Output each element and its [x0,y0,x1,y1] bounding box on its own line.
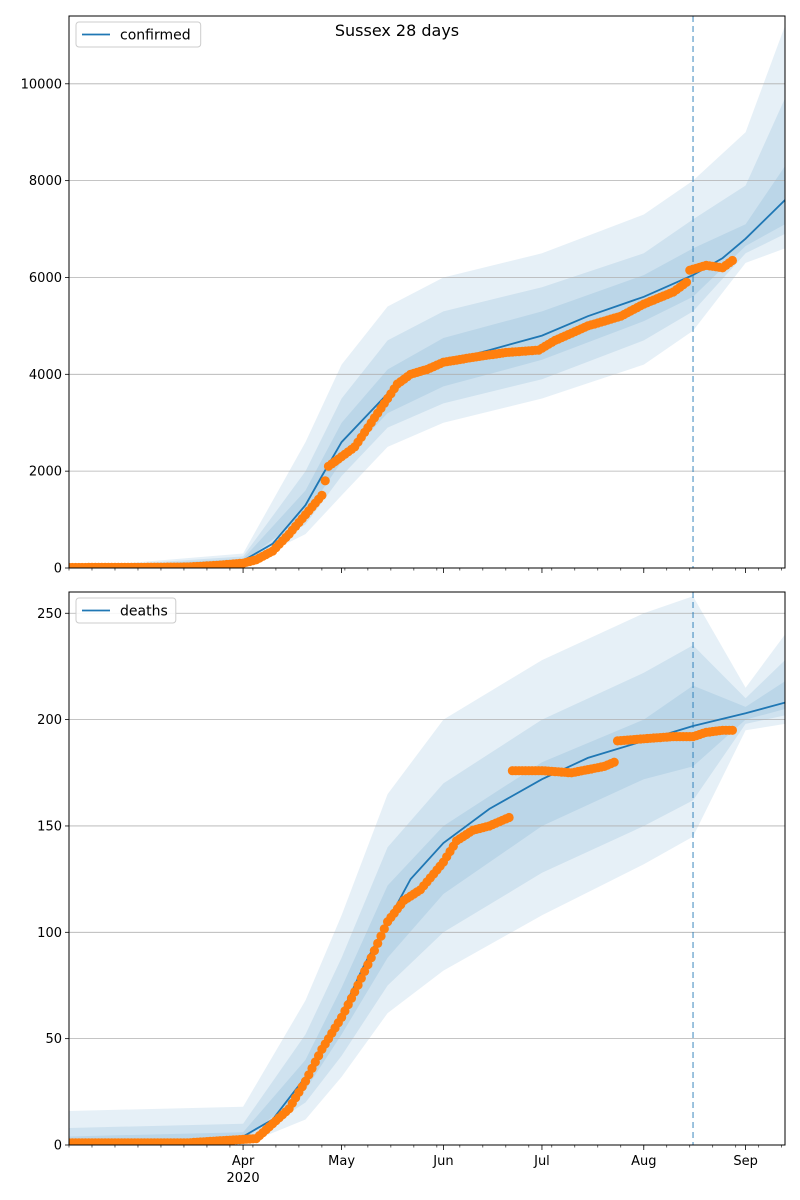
ci-band-0 [69,596,785,1145]
observed-point [360,966,370,977]
x-tick-label: Jun [432,1154,453,1169]
legend-label: confirmed [120,28,191,44]
observed-point [681,277,692,287]
legend: deaths [75,597,177,624]
confirmed-panel: 0 2000 4000 6000 8000 10000 confirmed [21,15,786,577]
observed-point [356,973,366,983]
y-tick-label: 50 [45,1032,62,1047]
observed-points [69,255,738,568]
y-tick-label: 0 [54,562,62,577]
ci-band-0 [69,25,785,568]
y-tick-label: 2000 [29,465,62,480]
deaths-panel: 0 50 100 150 200 250 Apr 2020 May Jun Jul Aug Sep dea… [37,591,786,1186]
x-tick-label: Sep [733,1154,758,1169]
observed-point [727,725,738,735]
legend-label: deaths [120,604,168,620]
axes-frame [68,591,786,1146]
x-tick-label: Jul [533,1154,550,1169]
y-tick-label: 4000 [29,368,62,383]
observed-point [376,931,386,941]
observed-point [373,938,383,949]
y-tick-label: 200 [37,713,62,728]
axes-frame [68,15,786,569]
y-tick-label: 6000 [29,271,62,286]
observed-point [320,476,330,486]
observed-point [366,953,376,963]
y-tick-label: 150 [37,819,62,834]
y-tick-label: 100 [37,926,62,941]
y-tick-label: 8000 [29,174,62,189]
observed-point [379,924,389,934]
x-tick-year-label: 2020 [227,1171,260,1186]
observed-point [363,960,373,970]
observed-points [69,725,738,1145]
y-tick-label: 10000 [21,77,62,92]
legend: confirmed [75,21,202,48]
y-tick-label: 250 [37,607,62,622]
observed-point [350,987,360,997]
observed-point [317,490,327,500]
y-tick-label: 0 [54,1139,62,1154]
ci-band-1 [69,98,785,568]
observed-point [369,946,379,956]
x-tick-label: May [328,1154,355,1169]
observed-point [609,757,619,767]
figure-title: Sussex 28 days [335,21,459,40]
legend-box [75,597,177,624]
legend-box [75,21,202,48]
observed-point [353,980,363,990]
observed-point [727,255,738,266]
x-tick-label: Apr [232,1154,255,1169]
x-tick-label: Aug [631,1154,656,1169]
observed-point [504,812,514,823]
